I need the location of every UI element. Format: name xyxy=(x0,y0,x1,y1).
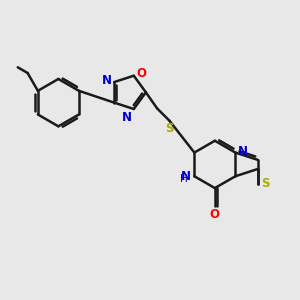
Text: N: N xyxy=(122,111,132,124)
Text: S: S xyxy=(165,122,174,135)
Text: O: O xyxy=(136,67,146,80)
Text: S: S xyxy=(261,177,270,190)
Text: O: O xyxy=(210,208,220,221)
Text: N: N xyxy=(181,170,191,183)
Text: N: N xyxy=(102,74,112,86)
Text: N: N xyxy=(238,145,248,158)
Text: H: H xyxy=(180,174,188,184)
